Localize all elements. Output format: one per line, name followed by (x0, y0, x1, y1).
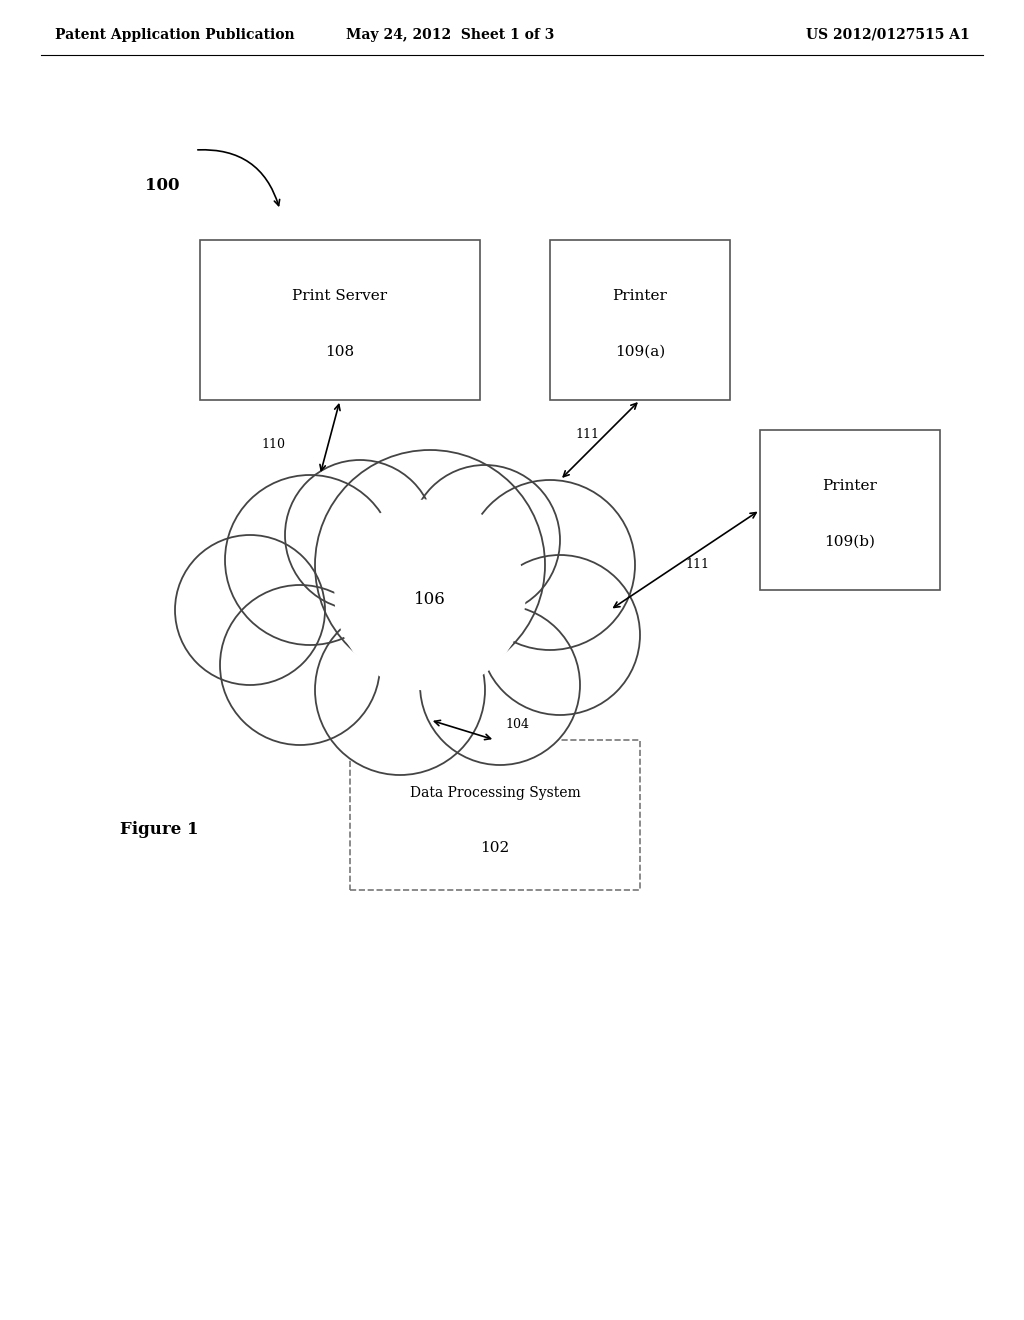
Text: 108: 108 (326, 345, 354, 359)
Text: 102: 102 (480, 841, 510, 855)
Circle shape (335, 500, 525, 690)
Text: 109(a): 109(a) (614, 345, 666, 359)
Text: 111: 111 (575, 429, 599, 441)
Text: Figure 1: Figure 1 (120, 821, 199, 838)
Text: Printer: Printer (822, 479, 878, 492)
Text: 109(b): 109(b) (824, 535, 876, 549)
Text: Patent Application Publication: Patent Application Publication (55, 28, 295, 42)
Text: 106: 106 (414, 591, 445, 609)
Circle shape (465, 480, 635, 649)
Text: 100: 100 (145, 177, 179, 194)
FancyBboxPatch shape (760, 430, 940, 590)
Text: Data Processing System: Data Processing System (410, 785, 581, 800)
Circle shape (420, 605, 580, 766)
Circle shape (410, 465, 560, 615)
Text: 110: 110 (261, 438, 285, 451)
Circle shape (315, 450, 545, 680)
FancyBboxPatch shape (350, 741, 640, 890)
Circle shape (315, 605, 485, 775)
Circle shape (175, 535, 325, 685)
Text: May 24, 2012  Sheet 1 of 3: May 24, 2012 Sheet 1 of 3 (346, 28, 554, 42)
Text: 111: 111 (685, 558, 709, 572)
Circle shape (220, 585, 380, 744)
Text: US 2012/0127515 A1: US 2012/0127515 A1 (806, 28, 970, 42)
Text: Printer: Printer (612, 289, 668, 304)
Circle shape (225, 475, 395, 645)
Circle shape (480, 554, 640, 715)
Text: Print Server: Print Server (293, 289, 387, 304)
Circle shape (285, 459, 435, 610)
Text: 104: 104 (505, 718, 529, 731)
FancyBboxPatch shape (550, 240, 730, 400)
FancyBboxPatch shape (200, 240, 480, 400)
